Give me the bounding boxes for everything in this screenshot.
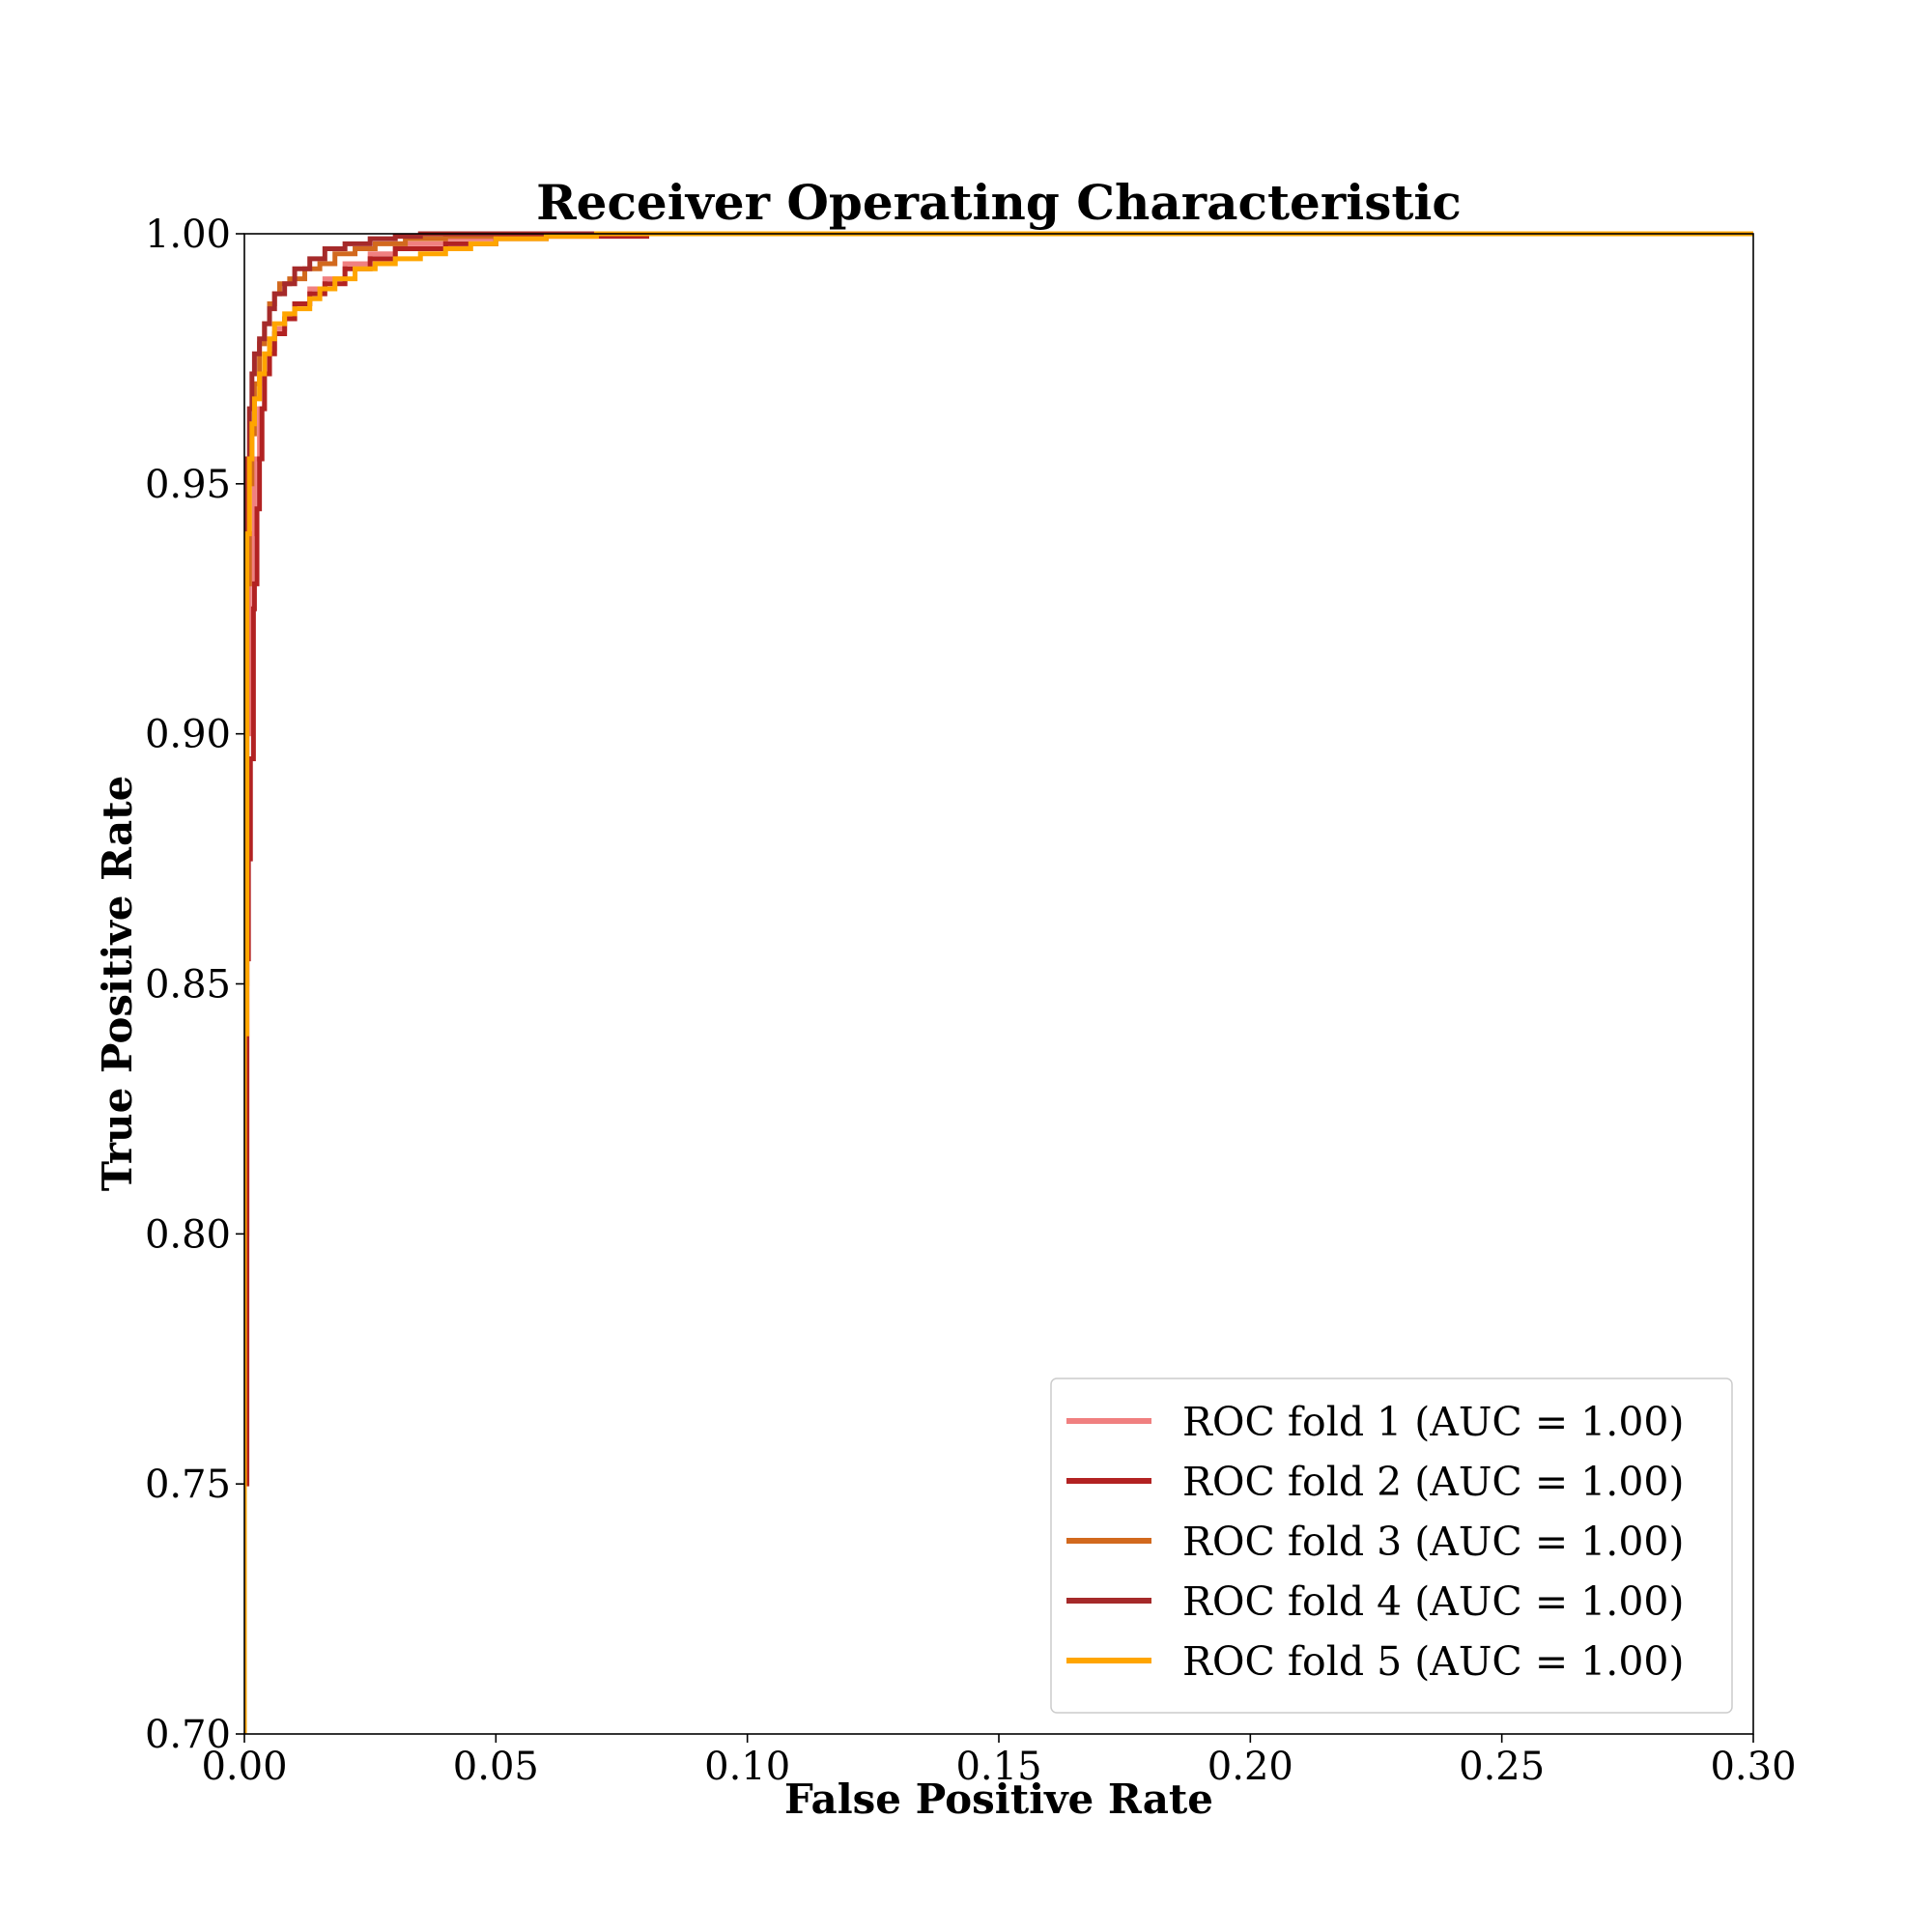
x-tick-label: 0.20: [1208, 1745, 1293, 1789]
x-axis-ticks: 0.00 0.05 0.10 0.15 0.20 0.25 0.30: [201, 1734, 1797, 1789]
roc-fold-5-line: [244, 231, 1753, 1734]
y-tick-label: 1.00: [145, 213, 231, 257]
chart-title: Receiver Operating Characteristic: [536, 174, 1462, 231]
x-axis-label: False Positive Rate: [784, 1776, 1213, 1823]
x-tick-label: 0.05: [453, 1745, 539, 1789]
roc-fold-4-line: [244, 231, 1753, 1734]
y-tick-label: 0.85: [145, 963, 231, 1008]
legend-entry-label: ROC fold 4 (AUC = 1.00): [1182, 1578, 1685, 1625]
y-tick-label: 0.95: [145, 463, 231, 507]
y-tick-label: 0.70: [145, 1713, 231, 1757]
legend: ROC fold 1 (AUC = 1.00) ROC fold 2 (AUC =…: [1050, 1378, 1733, 1714]
y-tick-label: 0.75: [145, 1463, 231, 1507]
y-axis-ticks: 0.70 0.75 0.80 0.85 0.90 0.95 1.00: [145, 213, 244, 1757]
x-tick-label: 0.25: [1459, 1745, 1545, 1789]
legend-entry-label: ROC fold 1 (AUC = 1.00): [1182, 1399, 1685, 1445]
y-tick-label: 0.80: [145, 1212, 231, 1257]
legend-entry-label: ROC fold 2 (AUC = 1.00): [1182, 1459, 1685, 1505]
x-tick-label: 0.10: [704, 1745, 790, 1789]
x-tick-label: 0.00: [201, 1745, 287, 1789]
series-lines: [244, 231, 1753, 1734]
x-tick-label: 0.15: [955, 1745, 1041, 1789]
legend-entry-label: ROC fold 3 (AUC = 1.00): [1182, 1519, 1685, 1565]
legend-entry-label: ROC fold 5 (AUC = 1.00): [1182, 1638, 1685, 1685]
y-axis-label: True Positive Rate: [94, 776, 141, 1192]
y-tick-label: 0.90: [145, 713, 231, 757]
legend-box: [1050, 1378, 1733, 1714]
roc-fold-2-line: [244, 231, 1753, 1734]
x-tick-label: 0.30: [1710, 1745, 1796, 1789]
